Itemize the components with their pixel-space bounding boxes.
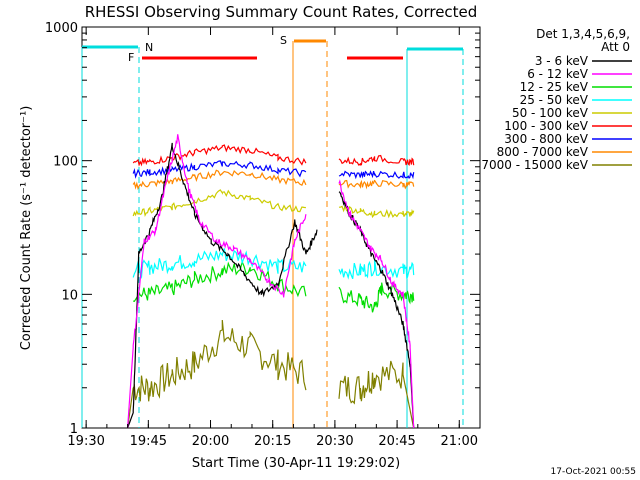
series-line bbox=[338, 204, 415, 219]
legend-label: 3 - 6 keV bbox=[535, 54, 589, 68]
footer-date: 17-Oct-2021 00:55 bbox=[551, 467, 636, 477]
y-axis-label: Corrected Count Rate (s⁻¹ detector⁻¹) bbox=[19, 106, 34, 351]
legend-label: 50 - 100 keV bbox=[512, 106, 589, 120]
x-tick-label: 19:30 bbox=[67, 434, 104, 449]
x-tick-label: 20:00 bbox=[192, 434, 229, 449]
legend-label: 12 - 25 keV bbox=[520, 80, 589, 94]
series-line bbox=[132, 169, 307, 191]
series-line bbox=[338, 360, 415, 429]
series-layer bbox=[127, 134, 415, 429]
series-line bbox=[133, 259, 307, 303]
x-axis: 19:30 19:45 20:00 20:15 20:30 20:45 21:00 bbox=[67, 27, 478, 449]
x-tick-label: 20:45 bbox=[378, 434, 415, 449]
series-line bbox=[132, 189, 306, 218]
series-line bbox=[338, 259, 415, 280]
chart-title: RHESSI Observing Summary Count Rates, Co… bbox=[85, 3, 478, 21]
annotation-label-f: F bbox=[128, 51, 134, 64]
x-tick-label: 20:15 bbox=[254, 434, 291, 449]
legend-label: 100 - 300 keV bbox=[504, 119, 588, 133]
y-tick-label: 1 bbox=[70, 422, 78, 437]
series-line bbox=[127, 142, 318, 429]
y-axis: 1 10 100 1000 bbox=[45, 21, 480, 437]
legend-label: 7000 - 15000 keV bbox=[481, 158, 588, 172]
y-tick-label: 1000 bbox=[45, 21, 78, 36]
x-tick-label: 21:00 bbox=[441, 434, 478, 449]
y-tick-label: 100 bbox=[53, 155, 78, 170]
series-line bbox=[338, 179, 415, 190]
legend-header-line2: Att 0 bbox=[601, 40, 630, 54]
x-axis-label: Start Time (30-Apr-11 19:29:02) bbox=[192, 456, 400, 471]
series-line bbox=[132, 248, 307, 280]
series-line bbox=[127, 319, 307, 429]
series-line bbox=[338, 282, 415, 313]
legend-label: 300 - 800 keV bbox=[504, 132, 588, 146]
series-line bbox=[127, 134, 307, 429]
series-line bbox=[338, 154, 415, 166]
x-tick-label: 20:30 bbox=[316, 434, 353, 449]
legend-label: 6 - 12 keV bbox=[527, 67, 589, 81]
annotation-label-n: N bbox=[145, 41, 153, 54]
series-line bbox=[132, 144, 307, 167]
series-line bbox=[132, 160, 307, 179]
series-line bbox=[338, 170, 415, 180]
series-line bbox=[338, 179, 415, 429]
y-tick-label: 10 bbox=[61, 288, 78, 303]
x-tick-label: 19:45 bbox=[130, 434, 167, 449]
legend-label: 800 - 7000 keV bbox=[497, 145, 589, 159]
legend-header-line1: Det 1,3,4,5,6,9, bbox=[536, 27, 630, 41]
annotation-label-s: S bbox=[280, 34, 287, 47]
legend-label: 25 - 50 keV bbox=[520, 93, 589, 107]
